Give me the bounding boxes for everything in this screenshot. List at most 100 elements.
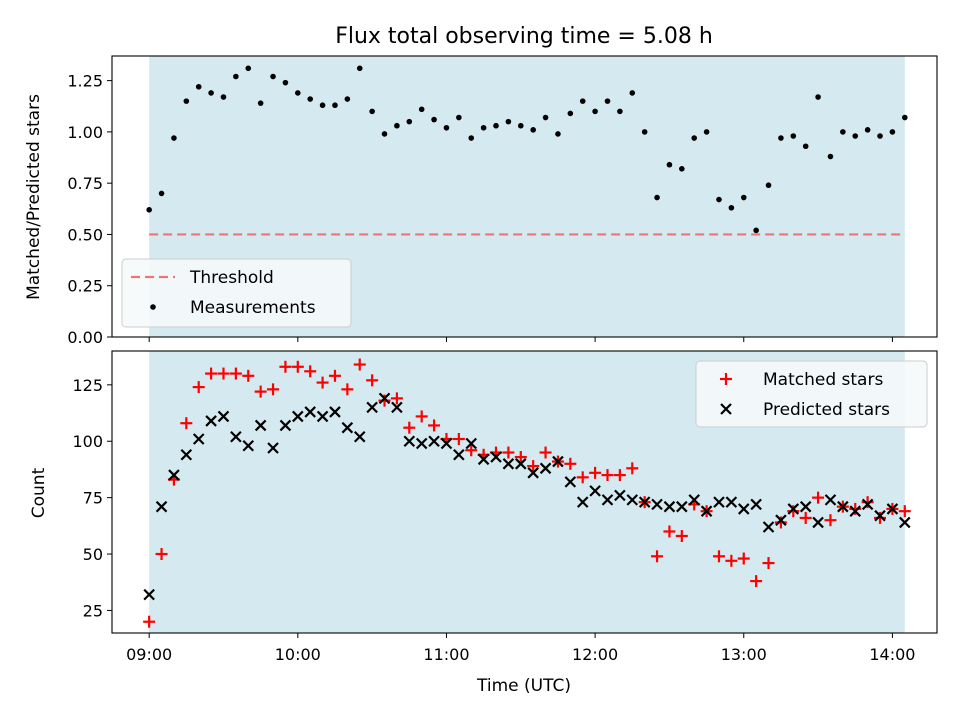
matched-star-point [390,392,403,405]
measurement-point [146,207,152,213]
measurements-legend-label: Measurements [190,298,316,318]
predicted-star-point [688,494,700,506]
measurement-point [220,94,227,100]
predicted-star-point [440,437,453,450]
measurement-point [753,227,759,234]
top-panel: Flux total observing time = 5.08 h 0.000… [24,24,938,347]
matched-star-point [576,471,589,484]
predicted-star-point [490,451,502,463]
predicted-star-point [886,503,899,515]
matched-star-point [799,511,812,524]
measurement-point [381,131,388,137]
matched-star-point [378,394,391,407]
top-title: Flux total observing time = 5.08 h [335,24,713,49]
predicted-stars-legend-swatch [720,403,732,415]
matched-star-point [750,575,763,588]
predicted-star-point [874,509,886,522]
matched-star-point [874,511,887,524]
matched-star-point [192,381,205,394]
matched-star-point [514,451,527,464]
bottom-y-tick-label: 50 [83,545,103,564]
measurement-point [716,196,722,203]
matched-star-point [601,469,614,482]
measurement-point [691,135,698,141]
matched-star-point [626,462,639,475]
matched-star-point [762,557,775,570]
measurement-point [592,108,598,115]
matched-star-point [328,369,341,382]
measurement-point [443,124,450,131]
bottom-plot-frame [111,350,938,634]
matched-star-point [217,367,230,380]
predicted-star-point [155,500,168,513]
predicted-star-point [515,458,527,470]
measurement-point [778,135,784,141]
top-y-tick-label: 0.25 [67,277,103,296]
measurement-point [480,124,487,131]
measurement-point [567,110,574,117]
bottom-x-tick-label: 12:00 [572,645,618,664]
measurement-point [530,127,536,133]
measurement-point [703,129,710,135]
measurement-point [245,65,252,72]
measurement-point [319,102,326,109]
matched-star-point [316,376,329,389]
predicted-star-point [205,415,217,427]
measurement-point [208,90,214,96]
predicted-star-point [824,494,837,506]
matched-star-point [291,360,304,373]
predicted-star-point [353,430,366,443]
predicted-star-point [787,503,800,515]
predicted-star-point [242,439,255,452]
predicted-star-point [217,410,230,423]
matched-star-point [353,358,366,371]
bottom-y-axis-label: Count [29,467,49,518]
predicted-star-point [230,430,242,443]
measurement-point [889,129,896,135]
predicted-star-point [168,469,180,481]
matched-star-point [143,615,156,628]
measurement-point [406,118,413,125]
measurement-point [493,122,499,129]
bottom-x-tick-label: 09:00 [126,645,172,664]
predicted-stars-points [143,392,911,601]
measurement-point [579,98,586,104]
matched-star-point [180,417,193,430]
predicted-star-point [601,494,614,506]
predicted-star-point [428,435,440,448]
measurement-point [468,135,475,141]
measurement-point [158,190,165,197]
predicted-star-point [663,500,676,513]
top-y-tick-label: 1.25 [67,72,103,91]
predicted-star-point [366,401,378,414]
predicted-star-point [812,516,824,529]
bottom-y-tick-label: 100 [72,432,103,451]
predicted-star-point [676,500,688,513]
measurement-point [295,90,301,96]
predicted-star-point [453,448,465,461]
measurement-point [840,129,846,135]
predicted-star-point [750,498,762,511]
measurement-point [233,73,239,80]
predicted-star-point [837,500,849,513]
measurement-point [344,96,351,102]
bottom-x-tick-label: 11:00 [423,645,469,664]
predicted-star-point [304,406,316,418]
matched-star-point [452,432,465,445]
measurement-point [555,131,561,137]
matched-star-point [898,505,911,518]
measurement-point [369,108,375,115]
measurement-point [604,98,611,104]
bottom-y-tick-label: 75 [83,489,103,508]
matched-stars-legend-label: Matched stars [763,370,883,390]
top-y-tick-label: 0.50 [67,225,103,244]
predicted-star-point [576,496,589,508]
bottom-y-tick-label: 125 [72,376,103,395]
predicted-star-point [638,496,651,508]
matched-stars-legend-swatch [720,373,732,385]
matched-star-point [861,496,874,509]
matched-star-point [812,491,825,504]
measurement-point [740,194,747,201]
measurement-point [542,114,549,121]
predicted-star-point [700,505,713,517]
